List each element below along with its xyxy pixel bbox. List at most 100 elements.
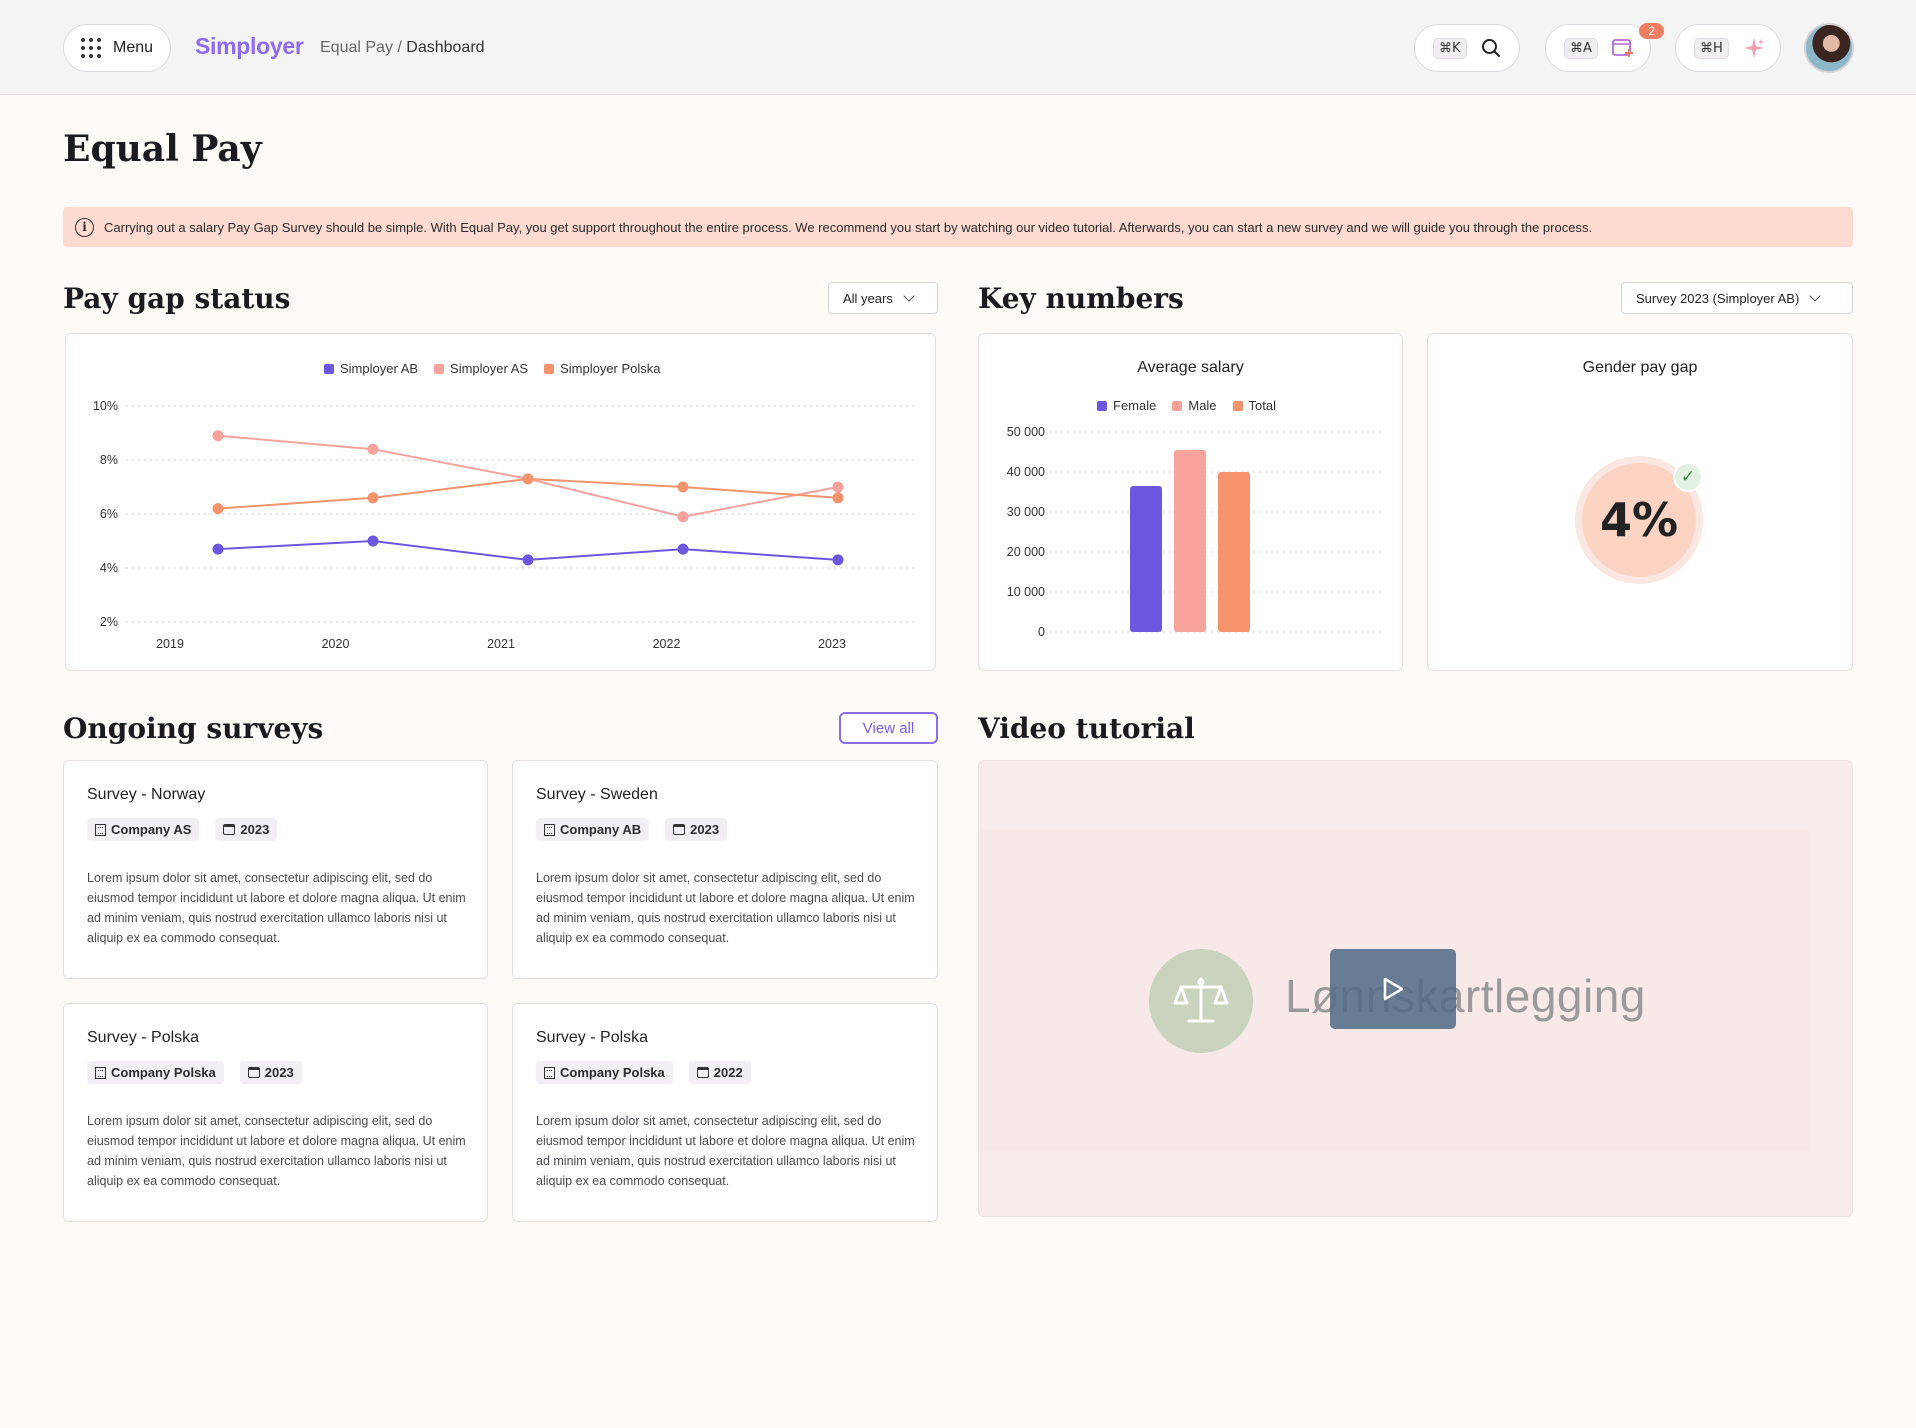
survey-description: Lorem ipsum dolor sit amet, consectetur …: [87, 1114, 466, 1188]
survey-tags: Company AS 2023: [87, 818, 278, 841]
view-all-button[interactable]: View all: [839, 712, 938, 744]
y-tick-label: 10 000: [1007, 585, 1045, 599]
survey-card[interactable]: Survey - Polska Company Polska 2023 Lore…: [63, 1003, 488, 1222]
pay-gap-chart-card: Simployer AB Simployer AS Simployer Pols…: [65, 333, 936, 671]
gender-pay-gap-card: Gender pay gap 4% ✓: [1427, 333, 1853, 671]
company-tag: Company AB: [536, 818, 650, 841]
data-point: [677, 481, 689, 493]
apps-shortcut: ⌘A: [1564, 37, 1598, 59]
y-tick-label: 10%: [93, 399, 118, 413]
data-point: [832, 481, 844, 493]
legend-item[interactable]: Simployer Polska: [544, 361, 661, 376]
info-banner: i Carrying out a salary Pay Gap Survey s…: [63, 207, 1853, 247]
play-icon: [1383, 977, 1404, 1001]
legend-swatch: [324, 363, 334, 374]
company-tag: Company Polska: [536, 1061, 673, 1084]
y-tick-label: 8%: [100, 453, 118, 467]
survey-title: Survey - Polska: [536, 1029, 649, 1046]
video-player[interactable]: Lønnskartlegging: [978, 760, 1853, 1217]
pay-gap-title: Pay gap status: [63, 282, 291, 315]
y-tick-label: 6%: [100, 507, 118, 521]
x-tick-label: 2021: [487, 637, 515, 651]
legend-item[interactable]: Female: [1097, 398, 1156, 413]
bar-chart-legend: Female Male Total: [1097, 398, 1276, 413]
survey-select-value: Survey 2023 (Simployer AB): [1636, 290, 1800, 306]
company-label: Company AB: [560, 822, 642, 837]
legend-item[interactable]: Male: [1172, 398, 1217, 413]
menu-label: Menu: [113, 39, 154, 56]
chevron-down-icon: [903, 290, 915, 302]
building-icon: [544, 1066, 555, 1079]
scales-icon: [1149, 949, 1253, 1053]
legend-swatch: [434, 363, 445, 374]
data-point: [522, 473, 534, 485]
search-icon: [1481, 39, 1500, 57]
data-point: [212, 430, 224, 442]
play-button[interactable]: [1330, 949, 1456, 1029]
simployer-logo[interactable]: Simployer: [195, 33, 304, 59]
data-point: [522, 554, 534, 566]
company-label: Company Polska: [560, 1065, 665, 1080]
top-bar: Menu Simployer Equal Pay / Dashboard ⌘K …: [0, 0, 1916, 95]
legend-item[interactable]: Simployer AS: [434, 361, 528, 376]
help-shortcut: ⌘H: [1694, 37, 1729, 59]
search-button[interactable]: ⌘K: [1414, 24, 1520, 72]
survey-title: Survey - Sweden: [536, 786, 658, 803]
building-icon: [95, 1066, 106, 1079]
breadcrumb-separator: /: [392, 39, 407, 56]
bar: [1130, 486, 1162, 632]
company-tag: Company AS: [87, 818, 200, 841]
legend-item[interactable]: Simployer AB: [324, 361, 418, 376]
apps-button[interactable]: ⌘A 2: [1545, 23, 1664, 72]
calendar-icon: [223, 824, 236, 835]
average-salary-card: Average salary Female Male Total 50 000 4…: [978, 333, 1403, 671]
legend-item[interactable]: Total: [1232, 398, 1277, 413]
data-point: [367, 535, 379, 547]
survey-card[interactable]: Survey - Polska Company Polska 2022 Lore…: [512, 1003, 938, 1222]
survey-card[interactable]: Survey - Norway Company AS 2023 Lorem ip…: [63, 760, 488, 979]
data-point: [677, 543, 689, 555]
average-salary-title: Average salary: [1137, 359, 1244, 376]
y-tick-label: 4%: [100, 561, 118, 575]
line-chart-legend: Simployer AB Simployer AS Simployer Pols…: [324, 361, 661, 376]
calendar-icon: [696, 1067, 709, 1078]
legend-label: Total: [1248, 398, 1277, 413]
survey-description: Lorem ipsum dolor sit amet, consectetur …: [87, 871, 466, 945]
data-point: [832, 554, 844, 566]
breadcrumb-current: Dashboard: [406, 39, 485, 56]
building-icon: [95, 823, 106, 836]
ongoing-surveys-title: Ongoing surveys: [63, 712, 324, 745]
years-select[interactable]: All years: [828, 282, 938, 314]
video-tutorial-title: Video tutorial: [978, 712, 1195, 745]
data-point: [367, 443, 379, 455]
breadcrumb: Equal Pay / Dashboard: [320, 39, 485, 57]
legend-swatch: [544, 363, 555, 374]
year-label: 2023: [240, 822, 270, 837]
x-tick-label: 2022: [653, 637, 681, 651]
legend-label: Female: [1113, 398, 1157, 413]
years-select-value: All years: [843, 290, 893, 306]
data-point: [367, 492, 379, 504]
menu-button[interactable]: Menu: [63, 24, 171, 72]
user-avatar[interactable]: [1804, 23, 1854, 73]
x-tick-label: 2019: [156, 637, 184, 651]
year-tag: 2023: [215, 818, 278, 841]
building-icon: [544, 823, 555, 836]
year-label: 2023: [690, 822, 720, 837]
legend-swatch: [1097, 400, 1107, 411]
calendar-icon: [673, 824, 686, 835]
survey-select[interactable]: Survey 2023 (Simployer AB): [1621, 282, 1853, 314]
survey-tags: Company AB 2023: [536, 818, 728, 841]
breadcrumb-parent[interactable]: Equal Pay: [320, 39, 393, 56]
help-button[interactable]: ⌘H: [1675, 24, 1781, 72]
check-icon: ✓: [1673, 462, 1703, 492]
survey-description: Lorem ipsum dolor sit amet, consectetur …: [536, 1114, 915, 1188]
survey-card[interactable]: Survey - Sweden Company AB 2023 Lorem ip…: [512, 760, 938, 979]
info-text: Carrying out a salary Pay Gap Survey sho…: [104, 219, 1593, 235]
year-label: 2022: [713, 1065, 743, 1080]
year-tag: 2023: [239, 1061, 302, 1084]
y-tick-label: 40 000: [1007, 465, 1045, 479]
data-point: [212, 503, 224, 515]
year-label: 2023: [264, 1065, 294, 1080]
calendar-icon: [247, 1067, 260, 1078]
